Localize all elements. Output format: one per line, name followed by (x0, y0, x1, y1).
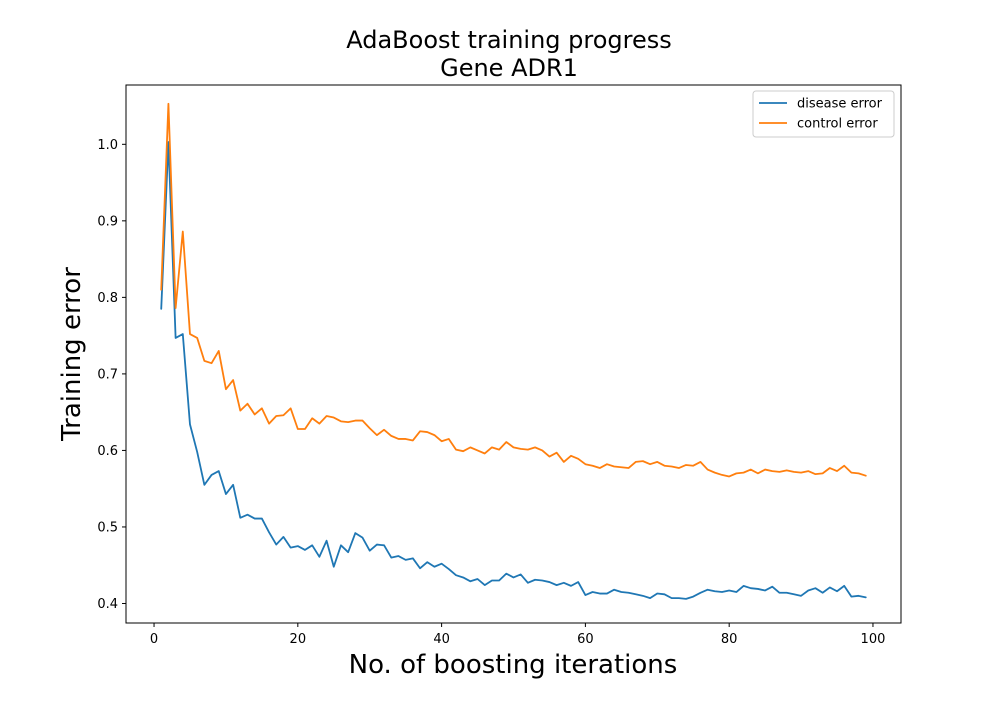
legend-box (752, 90, 895, 138)
y-tick-label: 0.4 (97, 597, 118, 612)
legend-label-disease-error: disease error (797, 97, 883, 112)
x-axis-label: No. of boosting iterations (349, 650, 678, 680)
y-tick-label: 1.0 (97, 138, 118, 153)
x-tick-label: 60 (577, 632, 594, 647)
y-tick-label: 0.5 (97, 520, 118, 535)
plot-area-frame (125, 84, 902, 624)
y-tick-label: 0.7 (97, 367, 118, 382)
series-lines (160, 102, 867, 600)
x-tick-label: 0 (150, 632, 158, 647)
legend-label-control-error: control error (797, 117, 878, 132)
x-tick-label: 20 (290, 632, 307, 647)
axis-ticks: 0 20 40 60 80 100 0.4 0.5 0.6 0.7 0.8 0.9 1.0 (97, 138, 885, 647)
x-tick-label: 100 (861, 632, 886, 647)
x-tick-label: 80 (721, 632, 738, 647)
y-tick-label: 0.8 (97, 291, 118, 306)
y-tick-label: 0.6 (97, 444, 118, 459)
y-axis-label: Training error (57, 267, 87, 442)
legend: disease error control error (752, 90, 895, 138)
x-tick-label: 40 (433, 632, 450, 647)
control-error-line (160, 102, 867, 478)
chart-subtitle: Gene ADR1 (440, 54, 578, 82)
disease-error-line (160, 141, 867, 600)
chart-title: AdaBoost training progress (346, 26, 672, 54)
y-tick-label: 0.9 (97, 214, 118, 229)
